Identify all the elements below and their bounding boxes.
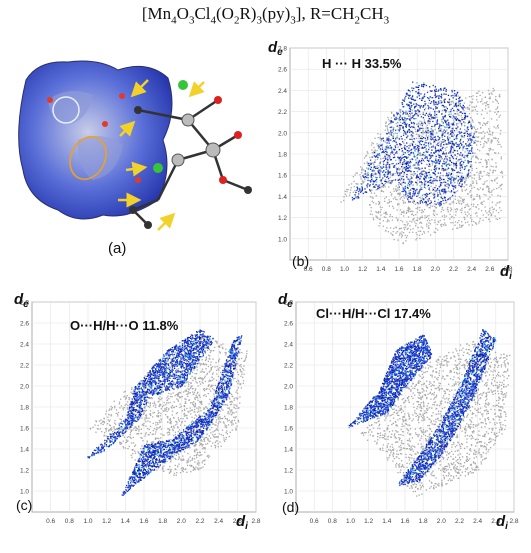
y-tick-label: 1.6: [278, 173, 287, 180]
panel-label: (b): [292, 253, 309, 269]
y-tick-label: 1.6: [284, 426, 293, 433]
x-tick-label: 1.0: [340, 266, 349, 273]
y-tick-label: 2.2: [284, 363, 293, 370]
panel-label: (d): [282, 499, 299, 515]
panel-label: (c): [16, 497, 32, 513]
y-tick-label: 1.4: [20, 447, 29, 454]
x-tick-label: 1.4: [121, 518, 130, 525]
y-tick-label: 2.6: [284, 321, 293, 328]
y-tick-label: 2.6: [278, 67, 287, 74]
x-tick-label: 2.2: [195, 518, 204, 525]
figure-title: [Mn4O3Cl4(O2R)3(py)3], R=CH2CH3: [0, 4, 531, 26]
x-tick-label: 0.8: [322, 266, 331, 273]
x-tick-label: 1.6: [139, 518, 148, 525]
y-axis-label: de: [268, 39, 283, 58]
x-tick-label: 1.0: [83, 518, 92, 525]
y-tick-label: 2.6: [20, 321, 29, 328]
y-tick-label: 1.0: [20, 489, 29, 496]
x-tick-label: 2.0: [177, 518, 186, 525]
y-tick-label: 2.0: [20, 384, 29, 391]
panel-a-label: (a): [108, 240, 126, 257]
y-tick-label: 2.4: [284, 342, 293, 349]
x-tick-label: 2.8: [251, 518, 260, 525]
y-tick-label: 1.2: [20, 468, 29, 475]
y-tick-label: 1.2: [278, 215, 287, 222]
y-axis-label-subscript: e: [277, 47, 283, 58]
fingerprint-plot-clh: 0.6 0.8 1.0 1.2 1.4 1.6 1.8 2.0 2.2 2.4 2.6 2.8 1.0 1…: [270, 290, 528, 548]
x-tick-label: 2.4: [214, 518, 223, 525]
x-tick-label: 2.4: [473, 518, 482, 525]
x-tick-label: 1.4: [382, 518, 391, 525]
y-tick-label: 2.4: [278, 88, 287, 95]
x-tick-label: 0.6: [46, 518, 55, 525]
x-tick-label: 1.6: [400, 518, 409, 525]
y-tick-label: 1.8: [20, 405, 29, 412]
hirshfeld-surface-image: [8, 40, 258, 240]
y-tick-label: 1.8: [278, 152, 287, 159]
x-tick-label: 2.8: [509, 518, 518, 525]
y-axis-label-subscript: e: [23, 299, 29, 310]
y-tick-label: 1.4: [284, 447, 293, 454]
x-tick-label: 1.4: [376, 266, 385, 273]
x-tick-label: 2.0: [437, 518, 446, 525]
contact-percentage-label: H ··· H 33.5%: [322, 56, 402, 71]
x-axis-label: di: [236, 513, 248, 532]
x-tick-label: 1.8: [158, 518, 167, 525]
y-tick-label: 1.4: [278, 194, 287, 201]
y-tick-label: 1.2: [284, 468, 293, 475]
x-tick-label: 2.6: [485, 266, 494, 273]
hirshfeld-surface-panel: (a): [8, 40, 258, 270]
x-axis-label: di: [496, 513, 508, 532]
contact-percentage-label: Cl···H/H···Cl 17.4%: [316, 306, 431, 321]
chart-panel-c: 0.6 0.8 1.0 1.2 1.4 1.6 1.8 2.0 2.2 2.4 2.6 2.8 1.0 1…: [6, 290, 268, 548]
x-axis-label-subscript: i: [509, 271, 512, 282]
x-tick-label: 0.6: [310, 518, 319, 525]
x-axis-label-subscript: i: [505, 521, 508, 532]
y-tick-label: 2.0: [284, 384, 293, 391]
x-tick-label: 1.0: [346, 518, 355, 525]
x-tick-label: 1.2: [364, 518, 373, 525]
x-tick-label: 2.2: [449, 266, 458, 273]
y-tick-label: 1.0: [284, 489, 293, 496]
contact-percentage-label: O···H/H···O 11.8%: [70, 318, 179, 333]
y-tick-label: 2.4: [20, 342, 29, 349]
x-tick-label: 1.2: [102, 518, 111, 525]
x-tick-label: 1.2: [358, 266, 367, 273]
chart-panel-d: 0.6 0.8 1.0 1.2 1.4 1.6 1.8 2.0 2.2 2.4 2.6 2.8 1.0 1…: [270, 290, 528, 548]
y-tick-label: 1.8: [284, 405, 293, 412]
x-axis-label-subscript: i: [245, 521, 248, 532]
x-tick-label: 2.4: [467, 266, 476, 273]
y-axis-label-subscript: e: [287, 299, 293, 310]
y-tick-label: 2.2: [20, 363, 29, 370]
fingerprint-plot-oh: 0.6 0.8 1.0 1.2 1.4 1.6 1.8 2.0 2.2 2.4 2.6 2.8 1.0 1…: [6, 290, 268, 548]
y-tick-label: 2.0: [278, 130, 287, 137]
y-tick-label: 1.0: [278, 236, 287, 243]
x-tick-label: 2.2: [455, 518, 464, 525]
x-tick-label: 1.8: [419, 518, 428, 525]
x-tick-label: 0.8: [328, 518, 337, 525]
y-tick-label: 1.6: [20, 426, 29, 433]
x-tick-label: 1.6: [394, 266, 403, 273]
x-tick-label: 2.0: [431, 266, 440, 273]
y-axis-label: de: [278, 291, 293, 310]
x-tick-label: 0.8: [65, 518, 74, 525]
y-axis-label: de: [14, 291, 29, 310]
x-tick-label: 1.8: [413, 266, 422, 273]
y-tick-label: 2.2: [278, 109, 287, 116]
